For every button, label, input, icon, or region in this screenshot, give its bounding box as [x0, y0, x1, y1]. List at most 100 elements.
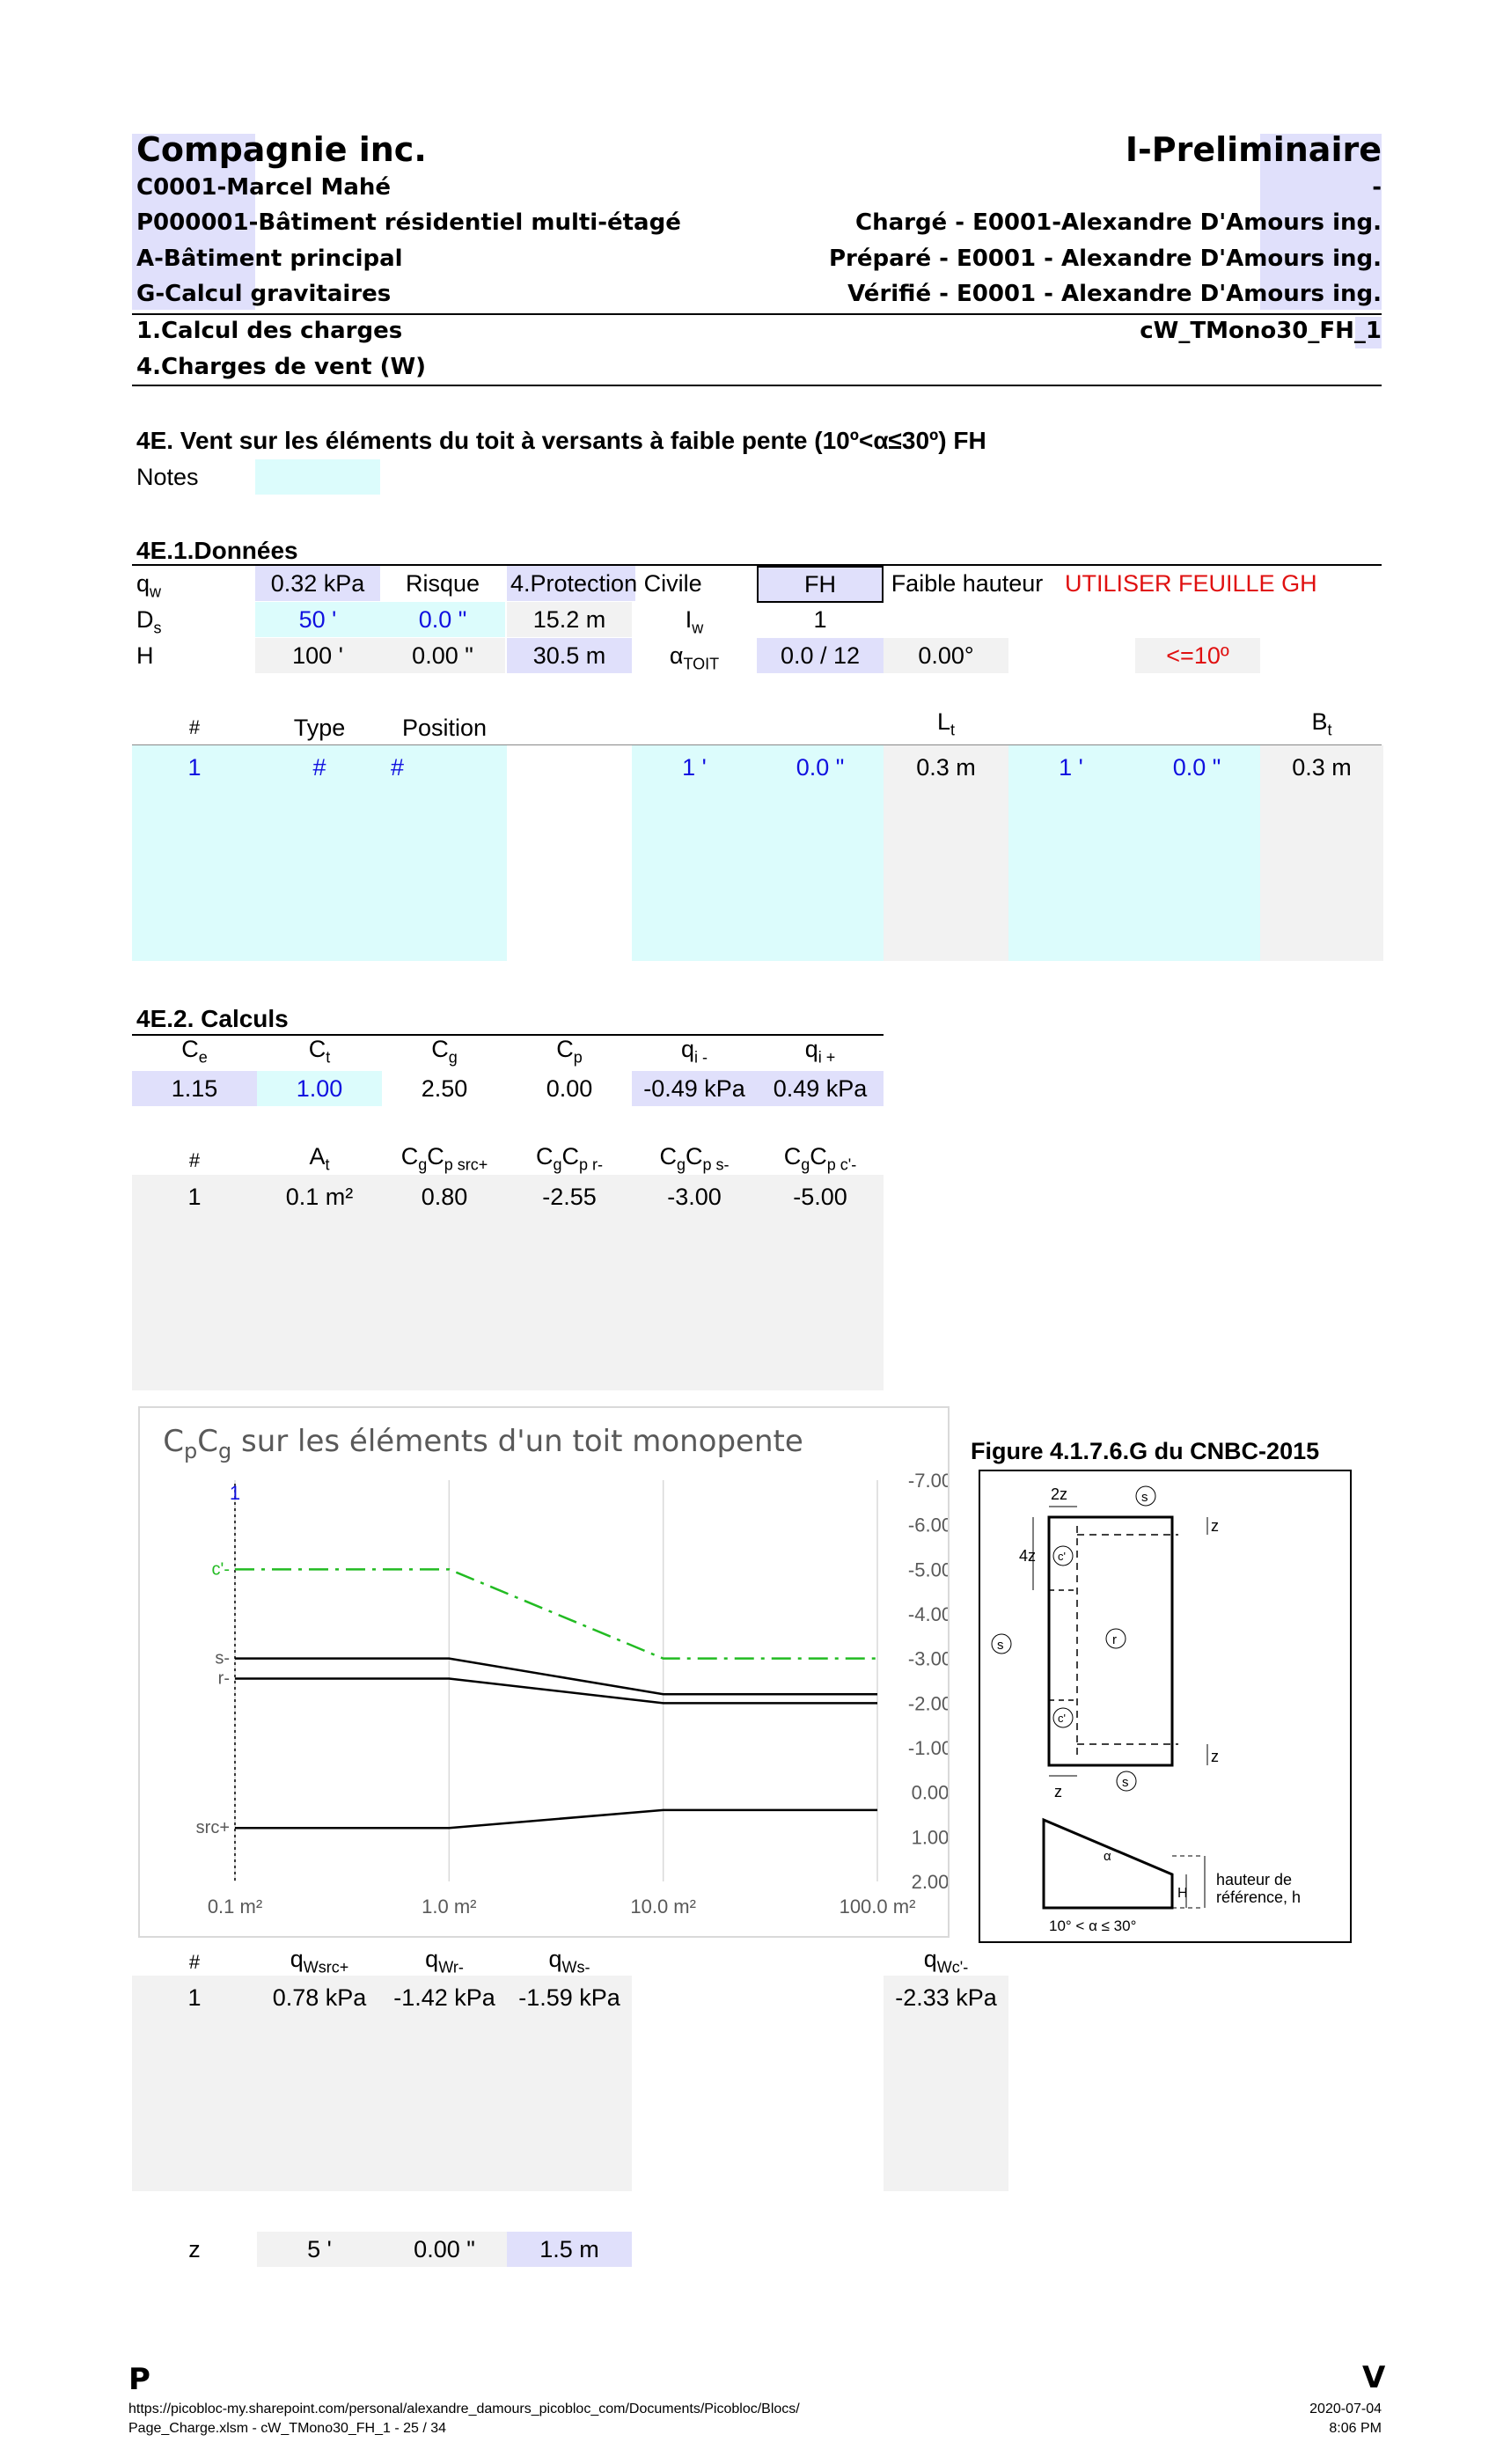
chart-y-tick: 1.00	[912, 1826, 948, 1848]
company-name: Compagnie inc.	[136, 130, 427, 169]
footer-date: 2020-07-04	[1309, 2402, 1382, 2416]
dash: -	[1372, 174, 1382, 201]
zone-s-left	[991, 1633, 1012, 1654]
chart-x-tick: 100.0 m²	[840, 1896, 916, 1918]
chart-marker-label: 1	[230, 1482, 240, 1504]
t1-row-bt-ft[interactable]: 1 '	[1059, 754, 1083, 781]
chart-series-rminus	[235, 1677, 877, 1705]
notes-field[interactable]	[255, 459, 380, 495]
zone-c-bottom	[1052, 1707, 1074, 1728]
t3-row-s: -1.59 kPa	[518, 1984, 620, 2011]
ct-label: Ct	[308, 1036, 331, 1067]
t2-block	[132, 1175, 884, 1390]
t1-block-ltm	[884, 745, 1008, 961]
t1-row-lt-ft[interactable]: 1 '	[682, 754, 707, 781]
t2-row-src: 0.80	[421, 1184, 468, 1210]
chart-frame: CpCg sur les éléments d'un toit monopent…	[138, 1406, 950, 1938]
t2-num-header: #	[188, 1149, 201, 1171]
qi-minus-label: qi -	[680, 1036, 708, 1067]
h-feet: 100 '	[255, 638, 380, 673]
chart-x-tick: 10.0 m²	[630, 1896, 696, 1918]
cgcp-c-header: CgCp c'-	[783, 1143, 857, 1174]
chart-y-tick: -1.00	[908, 1737, 948, 1759]
header-highlight-left	[132, 134, 255, 310]
sheet-highlight	[1355, 317, 1382, 348]
qw-value[interactable]: 0.32 kPa	[255, 566, 380, 601]
ce-value: 1.15	[132, 1071, 257, 1106]
cgcp-s-header: CgCp s-	[659, 1143, 730, 1174]
header-highlight-right	[1260, 134, 1382, 310]
ref-label-1: hauteur de	[1216, 1871, 1292, 1888]
iw-label: Iw	[685, 606, 704, 637]
ds-inches[interactable]: 0.0 "	[380, 602, 505, 637]
h-meters: 30.5 m	[507, 638, 632, 673]
t3-num-header: #	[188, 1951, 201, 1973]
ds-label: Ds	[136, 606, 162, 637]
chart-plot: 0.1 m² 1.0 m² 10.0 m² 100.0 m² -7.00 -6.00 -5.…	[196, 1470, 948, 1918]
section-4: 4.Charges de vent (W)	[136, 354, 427, 380]
q-r-header: qWr-	[425, 1946, 464, 1976]
protection-value[interactable]: 4.Protection Civile	[507, 566, 702, 601]
t1-row-lt-m: 0.3 m	[916, 754, 976, 781]
faible-hauteur: Faible hauteur	[891, 570, 1044, 597]
t1-row-lt-in[interactable]: 0.0 "	[796, 754, 845, 781]
t1-row-num[interactable]: 1	[187, 754, 202, 781]
dim-z-left-label: z	[1054, 1783, 1062, 1800]
zone-c-top	[1052, 1545, 1074, 1566]
charge: Chargé - E0001-Alexandre D'Amours ing.	[854, 209, 1382, 236]
footer-v: V	[1362, 2360, 1386, 2395]
chart-title-sub-p: p	[183, 1438, 198, 1463]
chart-x-tick: 1.0 m²	[422, 1896, 476, 1918]
zone-r-label: r	[1112, 1632, 1117, 1647]
footer-time: 8:06 PM	[1329, 2421, 1382, 2436]
ct-value[interactable]: 1.00	[257, 1071, 382, 1106]
alpha-range: 10° < α ≤ 30°	[1049, 1918, 1136, 1934]
pente-value: 0.0 / 12	[757, 638, 884, 673]
zone-s-bottom	[1116, 1771, 1137, 1792]
t3-row-c: -2.33 kPa	[895, 1984, 997, 2011]
cgcp-src-header: CgCp src+	[400, 1143, 488, 1174]
cg-label: Cg	[431, 1036, 458, 1067]
zone-s-bottom-label: s	[1122, 1775, 1129, 1790]
t1-row-position[interactable]: #	[391, 754, 405, 781]
t1-row-type[interactable]: #	[312, 754, 326, 781]
dim-2z-label: 2z	[1051, 1485, 1067, 1503]
donnees-rule	[132, 564, 1382, 566]
zone-s-top-label: s	[1141, 1490, 1148, 1505]
q-c-header: qWc'-	[923, 1946, 969, 1976]
utiliser-gh: UTILISER FEUILLE GH	[1065, 570, 1317, 597]
chart-series-srcplus	[235, 1808, 877, 1830]
ds-feet[interactable]: 50 '	[255, 602, 380, 637]
verifie: Vérifié - E0001 - Alexandre D'Amours ing…	[847, 281, 1382, 307]
zone-s-left-label: s	[997, 1638, 1004, 1653]
lt-header: Lt	[936, 708, 956, 739]
dim-4z-label: 4z	[1019, 1547, 1036, 1565]
footer-file: Page_Charge.xlsm - cW_TMono30_FH_1 - 25 …	[128, 2421, 447, 2436]
ds-meters: 15.2 m	[507, 602, 632, 637]
qi-plus-label: qi +	[804, 1036, 836, 1067]
client: C0001-Marcel Mahé	[136, 174, 392, 201]
zone-s-top	[1135, 1485, 1156, 1507]
fh-value[interactable]: FH	[757, 566, 884, 603]
prepare: Préparé - E0001 - Alexandre D'Amours ing…	[828, 246, 1382, 272]
cg-value: 2.50	[421, 1075, 468, 1102]
calculs-rule	[132, 1034, 884, 1036]
ce-label: Ce	[181, 1036, 208, 1067]
t3-block-left	[132, 1976, 632, 2191]
t1-row-bt-m: 0.3 m	[1292, 754, 1352, 781]
t3-row-src: 0.78 kPa	[272, 1984, 367, 2011]
header-rule-2	[132, 385, 1382, 386]
dim-z-top-label: z	[1211, 1517, 1219, 1535]
calculs-heading: 4E.2. Calculs	[136, 1005, 289, 1032]
chart-x-tick: 0.1 m²	[208, 1896, 262, 1918]
chart-series-label: c'-	[212, 1559, 230, 1579]
qi-plus-value: 0.49 kPa	[757, 1071, 884, 1106]
section-title: 4E. Vent sur les éléments du toit à vers…	[136, 427, 986, 454]
building: A-Bâtiment principal	[136, 246, 403, 272]
sheet-name: cW_TMono30_FH_1	[1140, 318, 1382, 344]
q-src-header: qWsrc+	[290, 1946, 349, 1976]
chart-series-label: s-	[215, 1649, 230, 1668]
z-label: z	[188, 2236, 201, 2262]
t1-row-bt-in[interactable]: 0.0 "	[1172, 754, 1221, 781]
risque-label: Risque	[405, 570, 480, 597]
